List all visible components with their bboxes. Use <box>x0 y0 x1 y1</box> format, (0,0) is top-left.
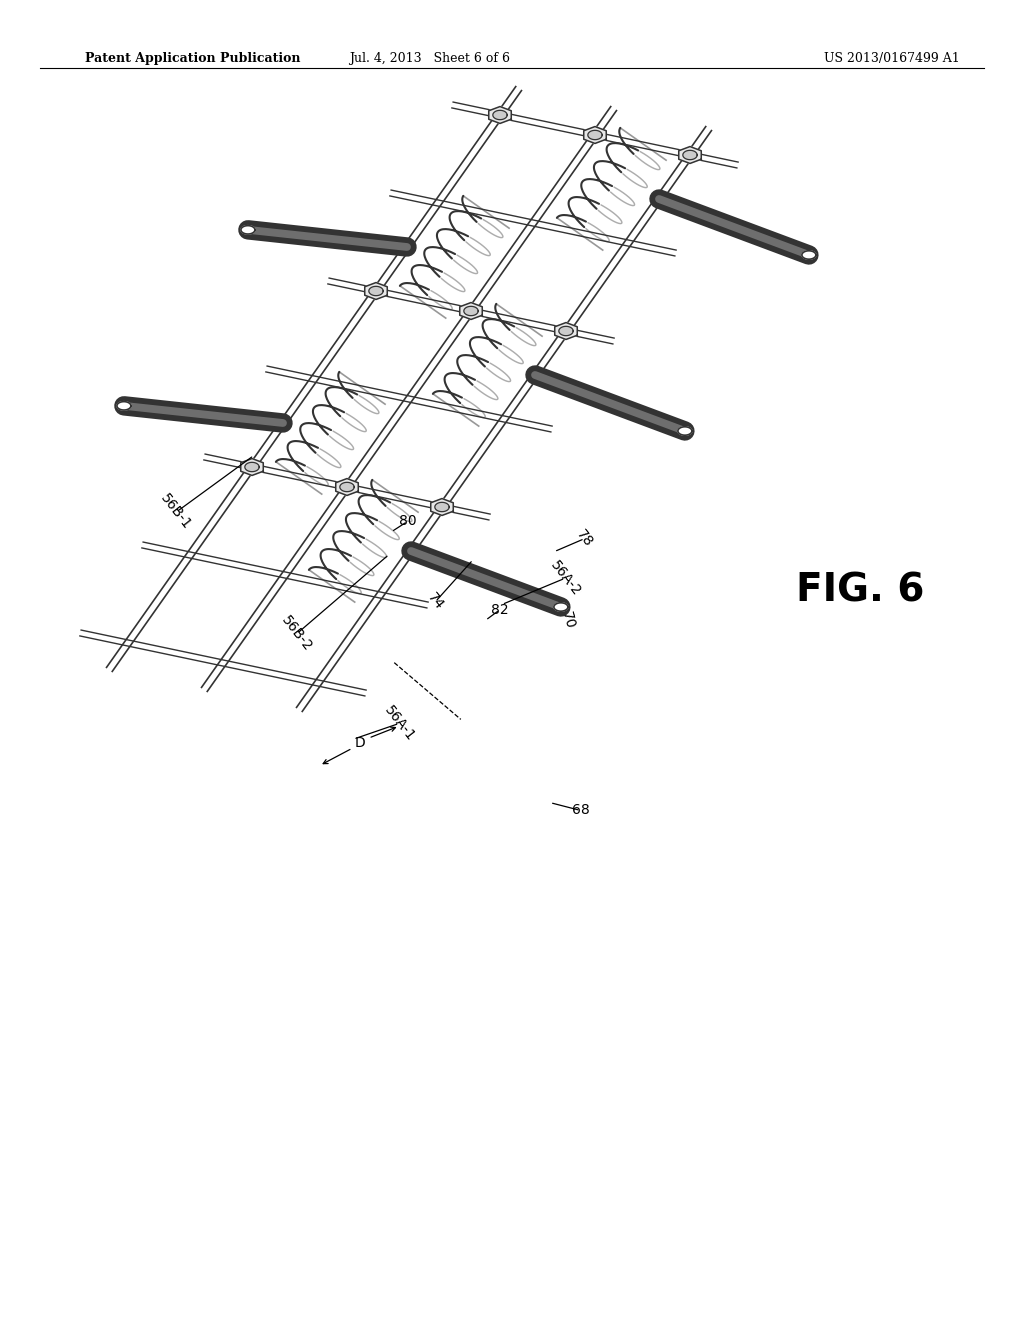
Text: Jul. 4, 2013   Sheet 6 of 6: Jul. 4, 2013 Sheet 6 of 6 <box>349 51 511 65</box>
Polygon shape <box>117 401 131 411</box>
Text: 82: 82 <box>490 603 509 616</box>
Text: Patent Application Publication: Patent Application Publication <box>85 51 300 65</box>
Polygon shape <box>241 226 255 234</box>
Polygon shape <box>555 322 578 339</box>
Text: D: D <box>355 737 366 750</box>
Text: FIG. 6: FIG. 6 <box>796 572 925 609</box>
Polygon shape <box>678 426 692 436</box>
Polygon shape <box>460 302 482 319</box>
Text: US 2013/0167499 A1: US 2013/0167499 A1 <box>824 51 961 65</box>
Text: 74: 74 <box>424 591 446 612</box>
Text: 78: 78 <box>573 527 596 550</box>
Text: 80: 80 <box>398 515 417 528</box>
Polygon shape <box>554 603 568 611</box>
Polygon shape <box>241 458 263 475</box>
Polygon shape <box>559 326 573 335</box>
Polygon shape <box>588 131 602 140</box>
Polygon shape <box>488 107 511 124</box>
Polygon shape <box>683 150 697 160</box>
Text: 68: 68 <box>571 804 590 817</box>
Polygon shape <box>365 282 387 300</box>
Polygon shape <box>435 503 450 512</box>
Polygon shape <box>584 127 606 144</box>
Polygon shape <box>431 499 454 515</box>
Polygon shape <box>336 479 358 495</box>
Polygon shape <box>369 286 383 296</box>
Polygon shape <box>679 147 701 164</box>
Polygon shape <box>340 482 354 491</box>
Polygon shape <box>802 251 816 259</box>
Polygon shape <box>493 111 507 120</box>
Text: 56B-2: 56B-2 <box>279 614 315 653</box>
Polygon shape <box>464 306 478 315</box>
Text: 70: 70 <box>559 610 578 631</box>
Text: 56A-2: 56A-2 <box>547 558 584 598</box>
Polygon shape <box>245 462 259 471</box>
Text: 56A-1: 56A-1 <box>381 704 418 743</box>
Text: 56B-1: 56B-1 <box>158 491 195 533</box>
